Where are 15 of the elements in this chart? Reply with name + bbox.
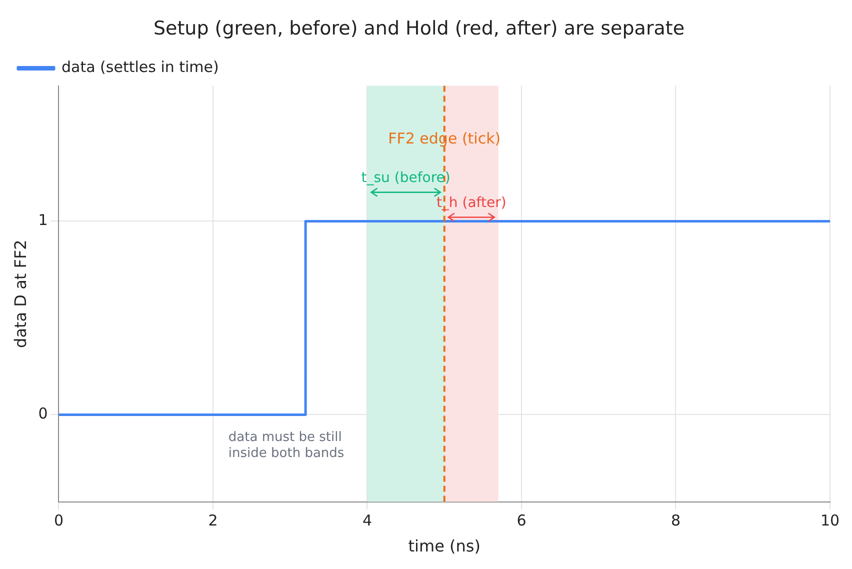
y-axis-title: data D at FF2: [10, 240, 30, 348]
chart-title: Setup (green, before) and Hold (red, after) are separate: [153, 17, 685, 40]
x-tick-label: 6: [516, 512, 526, 530]
x-tick-label: 0: [54, 512, 64, 530]
x-tick-label: 8: [670, 512, 681, 530]
x-tick-label: 10: [820, 512, 840, 530]
ref-line-label: FF2 edge (tick): [388, 130, 501, 148]
x-axis-title: time (ns): [408, 536, 480, 556]
annotation: data must be still inside both bands: [228, 430, 344, 461]
annotation: t_su (before): [361, 170, 450, 186]
annotation: t_h (after): [436, 194, 506, 211]
legend-label: data (settles in time): [62, 58, 219, 76]
y-tick-label: 1: [38, 211, 48, 230]
x-tick-label: 4: [362, 512, 372, 530]
x-tick-label: 2: [208, 512, 218, 530]
